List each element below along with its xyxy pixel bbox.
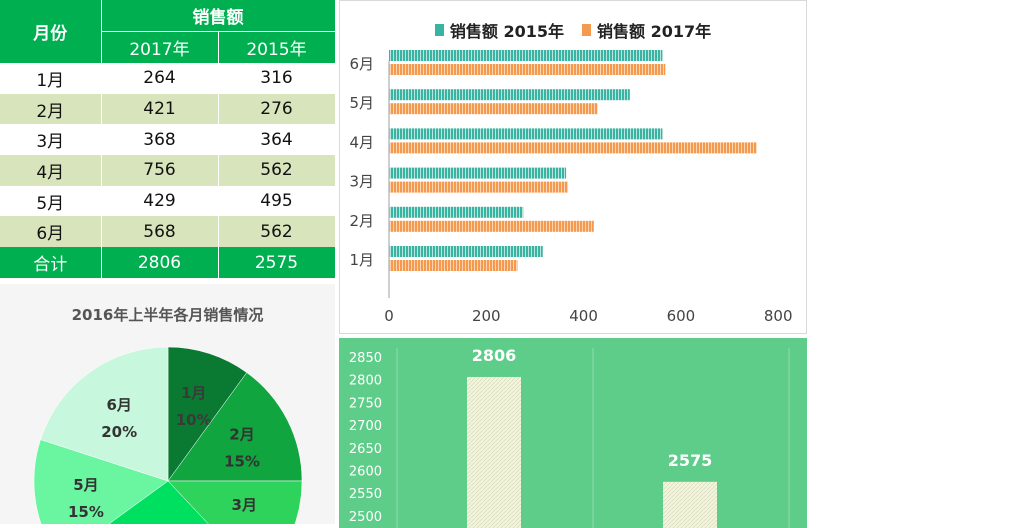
- table-row: 4月 756 562: [0, 155, 336, 186]
- y-tick-label: 2850: [349, 351, 382, 366]
- cell-month[interactable]: 6月: [0, 216, 102, 248]
- legend-swatch-2015: [434, 24, 444, 36]
- table-total-row: 合计 2806 2575: [0, 247, 336, 279]
- pie-label-month: 5月: [73, 476, 98, 494]
- legend-label-2015: 销售额 2015年: [449, 22, 564, 41]
- pie-label-percent: 15%: [224, 452, 260, 470]
- bar-2017-4: [389, 142, 757, 154]
- table-row: 2月 421 276: [0, 93, 336, 125]
- y-tick-label: 2800: [349, 374, 382, 389]
- x-tick-label: 400: [569, 307, 598, 325]
- pie-slice-3: [167, 480, 303, 524]
- y-tick-label: 3月: [349, 173, 374, 191]
- pie-label-percent: 10%: [176, 411, 212, 429]
- cell-2017[interactable]: 568: [101, 216, 219, 248]
- header-2015[interactable]: 2015年: [218, 31, 336, 63]
- bar-2017-3: [389, 181, 569, 193]
- bar-chart: 1月 2月 3月 4月 5月 6月 0 200 400 600 800: [349, 50, 793, 325]
- bar-2015-6: [389, 50, 663, 61]
- x-tick-label: 800: [764, 307, 793, 325]
- cell-2017[interactable]: 421: [101, 93, 219, 125]
- table-row: 5月 429 495: [0, 185, 336, 217]
- cell-2017[interactable]: 368: [101, 124, 219, 156]
- cell-month[interactable]: 1月: [0, 63, 102, 94]
- cell-month[interactable]: 4月: [0, 155, 102, 186]
- cell-2015[interactable]: 562: [218, 216, 336, 248]
- pie-slice-4: [108, 480, 209, 524]
- column-value-label: 2575: [668, 451, 713, 470]
- cell-2015[interactable]: 495: [218, 185, 336, 217]
- y-tick-label: 2700: [349, 419, 382, 434]
- bar-2017-6: [389, 64, 666, 75]
- pie-slice-1: [167, 346, 248, 482]
- column-bar-2: [663, 481, 717, 528]
- cell-month[interactable]: 3月: [0, 124, 102, 156]
- cell-2015[interactable]: 562: [218, 155, 336, 186]
- header-2017[interactable]: 2017年: [101, 31, 219, 63]
- column-value-label: 2806: [472, 346, 517, 365]
- pie-title: 2016年上半年各月销售情况: [71, 306, 264, 324]
- y-tick-label: 2500: [349, 510, 382, 525]
- cell-2017[interactable]: 756: [101, 155, 219, 186]
- legend-label-2017: 销售额 2017年: [597, 22, 712, 41]
- y-tick-label: 2550: [349, 487, 382, 502]
- cell-2015[interactable]: 276: [218, 93, 336, 125]
- y-tick-label: 2650: [349, 442, 382, 457]
- bar-2017-5: [389, 103, 598, 115]
- bar-2015-4: [389, 128, 663, 140]
- total-2017[interactable]: 2806: [101, 247, 219, 279]
- cell-2017[interactable]: 429: [101, 185, 219, 217]
- pie-slice-5: [33, 439, 169, 524]
- bar-2015-5: [389, 89, 630, 101]
- y-tick-label: 2600: [349, 465, 382, 480]
- pie-label-percent: 15%: [68, 503, 104, 521]
- table-row: 1月 264 316: [0, 63, 336, 94]
- y-tick-label: 4月: [349, 133, 374, 151]
- x-tick-label: 0: [384, 307, 394, 325]
- column-bar-1: [467, 376, 521, 528]
- bar-2015-3: [389, 167, 567, 179]
- legend-swatch-2017: [582, 24, 591, 36]
- pie-label-month: 1月: [181, 384, 206, 402]
- total-2015[interactable]: 2575: [218, 247, 336, 279]
- table-row: 6月 568 562: [0, 216, 336, 248]
- bar-2015-1: [389, 246, 543, 257]
- bar-legend: 销售额 2015年 销售额 2017年: [340, 18, 806, 42]
- total-label[interactable]: 合计: [0, 247, 102, 279]
- cell-2017[interactable]: 264: [101, 63, 219, 94]
- x-tick-label: 200: [472, 307, 501, 325]
- header-month[interactable]: 月份: [0, 0, 102, 63]
- pie-label-percent: 20%: [101, 423, 137, 441]
- y-tick-label: 2月: [349, 212, 374, 230]
- pie-slice-2: [167, 372, 303, 482]
- sales-table: 月份 销售额 2017年 2015年 1月 264 316 2月 421 276…: [0, 0, 336, 279]
- bar-2017-2: [389, 220, 594, 232]
- cell-month[interactable]: 2月: [0, 93, 102, 125]
- y-tick-label: 6月: [349, 55, 374, 73]
- legend-item-2017[interactable]: 销售额 2017年: [582, 18, 711, 42]
- pie-label-month: 6月: [106, 396, 131, 414]
- cell-month[interactable]: 5月: [0, 185, 102, 217]
- legend-item-2015[interactable]: 销售额 2015年: [434, 18, 564, 42]
- column-chart: 2850 2800 2750 2700 2650 2600 2550 2500 2806 2575: [349, 346, 790, 528]
- y-tick-label: 5月: [349, 94, 374, 112]
- x-tick-label: 600: [667, 307, 696, 325]
- cell-2015[interactable]: 316: [218, 63, 336, 94]
- table-row: 3月 368 364: [0, 124, 336, 156]
- column-chart-panel[interactable]: 2850 2800 2750 2700 2650 2600 2550 2500 2806 2575: [339, 338, 807, 528]
- bar-chart-panel[interactable]: 1月 2月 3月 4月 5月 6月 0 200 400 600 800 销售额 2015年 销售额 …: [339, 0, 807, 334]
- pie-label-month: 3月: [232, 496, 257, 514]
- pie-slice-6: [40, 346, 169, 482]
- pie-label-month: 2月: [229, 425, 254, 443]
- header-sales[interactable]: 销售额: [101, 0, 336, 32]
- bar-2017-1: [389, 260, 518, 271]
- y-tick-label: 2750: [349, 396, 382, 411]
- bar-2015-2: [389, 206, 524, 218]
- cell-2015[interactable]: 364: [218, 124, 336, 156]
- y-tick-label: 1月: [349, 251, 374, 269]
